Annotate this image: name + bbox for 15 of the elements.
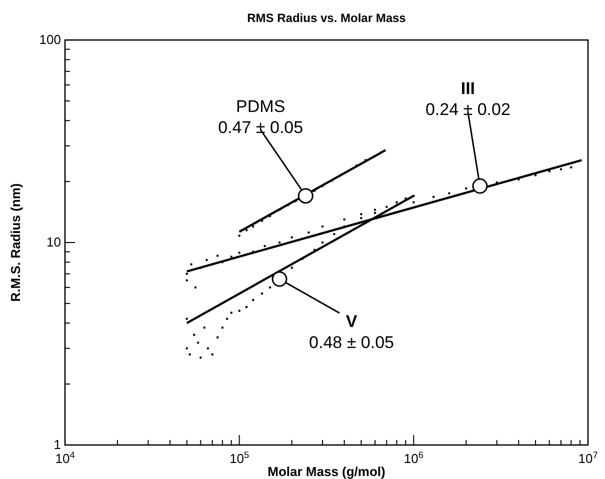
annotation: 0.48 ± 0.05 xyxy=(309,333,394,352)
x-tick-label: 10$^{4}$ xyxy=(55,450,75,466)
x-tick-label: 10$^{7}$ xyxy=(578,450,598,466)
y-axis-title: R.M.S. Radius (nm) xyxy=(8,183,23,302)
y-tick-label: 1 xyxy=(54,437,61,452)
chart-title: RMS Radius vs. Molar Mass xyxy=(247,11,406,25)
x-tick-label: 10$^{5}$ xyxy=(230,450,250,466)
x-tick-label: 10$^{6}$ xyxy=(404,450,424,466)
annotation: III xyxy=(460,79,476,98)
x-axis-title: Molar Mass (g/mol) xyxy=(268,464,386,479)
y-tick-label: 100 xyxy=(39,32,61,47)
annotation: PDMS xyxy=(236,96,286,116)
y-tick-label: 10 xyxy=(46,234,61,250)
annotation: V xyxy=(346,312,358,332)
annotation: 0.24 ± 0.02 xyxy=(425,100,510,120)
